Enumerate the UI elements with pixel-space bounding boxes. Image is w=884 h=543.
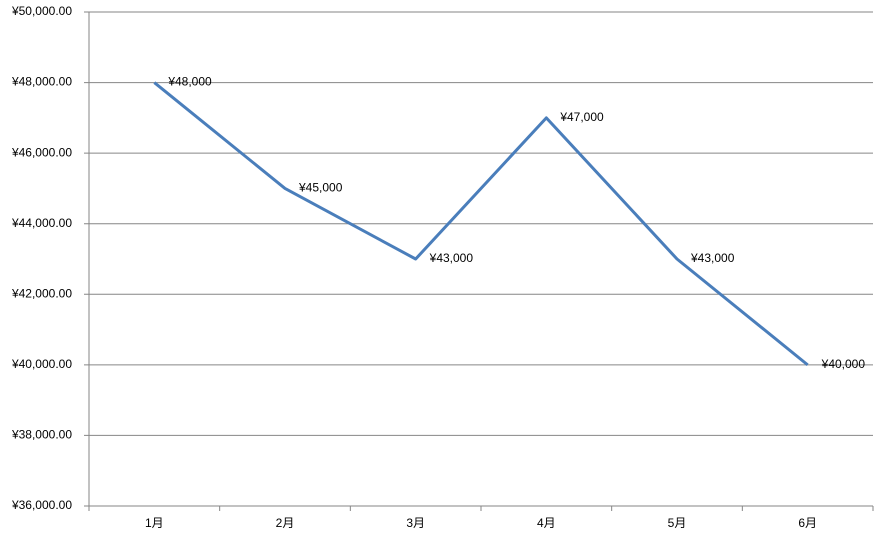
- data-label: ¥43,000: [429, 251, 474, 265]
- x-tick-label: 4月: [537, 516, 556, 530]
- data-label: ¥43,000: [690, 251, 735, 265]
- y-tick-label: ¥40,000.00: [11, 357, 72, 371]
- data-label: ¥45,000: [298, 181, 343, 195]
- x-tick-label: 5月: [668, 516, 687, 530]
- y-tick-label: ¥50,000.00: [11, 4, 72, 18]
- y-tick-label: ¥38,000.00: [11, 428, 72, 442]
- y-tick-label: ¥36,000.00: [11, 498, 72, 512]
- data-label: ¥48,000: [167, 75, 212, 89]
- data-label: ¥47,000: [559, 110, 604, 124]
- data-label: ¥40,000: [821, 357, 866, 371]
- x-tick-label: 2月: [276, 516, 295, 530]
- x-tick-label: 1月: [145, 516, 164, 530]
- y-tick-label: ¥46,000.00: [11, 145, 72, 159]
- x-tick-label: 6月: [798, 516, 817, 530]
- y-tick-label: ¥44,000.00: [11, 216, 72, 230]
- y-tick-label: ¥42,000.00: [11, 286, 72, 300]
- y-tick-label: ¥48,000.00: [11, 75, 72, 89]
- x-tick-label: 3月: [406, 516, 425, 530]
- data-line: [153, 81, 809, 367]
